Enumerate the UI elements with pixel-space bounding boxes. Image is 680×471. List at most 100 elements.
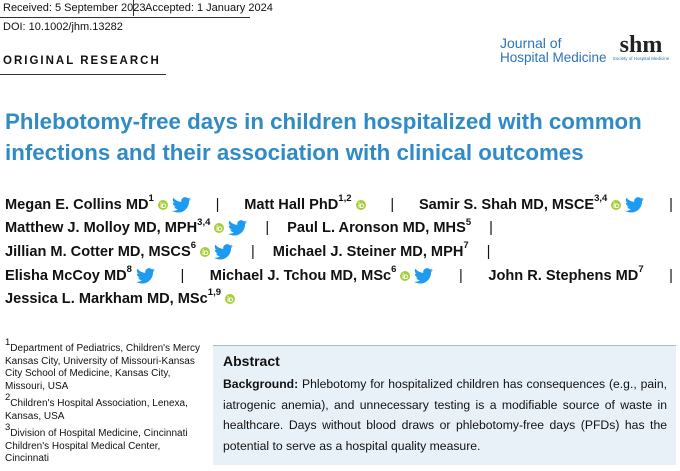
author-name-text: Jillian M. Cotter MD, MSCS [5, 243, 191, 260]
author-name-text: Matt Hall PhD [244, 196, 339, 213]
section-label: ORIGINAL RESEARCH [3, 55, 161, 67]
affiliation-ref: 6 [190, 240, 196, 252]
author-name-text: Samir S. Shah MD, MSCE [418, 196, 595, 213]
orcid-icon[interactable] [355, 199, 366, 210]
orcid-icon[interactable] [214, 223, 225, 234]
author: Michael J. Tchou MD, MSc6 [209, 264, 434, 284]
author: Matthew J. Molloy MD, MPH3,4 [5, 216, 248, 237]
affiliation: 1Department of Pediatrics, Children's Me… [5, 337, 205, 393]
affiliation-ref: 8 [126, 263, 132, 275]
author-line: Megan E. Collins MD1 | Matt Hall PhD1,2 | Sa… [5, 193, 673, 217]
separator: | [486, 243, 491, 260]
author-name-text: Michael J. Steiner MD, MPH [272, 243, 464, 260]
affiliation-ref: 7 [463, 240, 469, 252]
author-name-text: Paul L. Aronson MD, MHS [287, 220, 466, 237]
author-name-text: John R. Stephens MD [488, 267, 639, 284]
doi: DOI: 10.1002/jhm.13282 [3, 21, 123, 33]
separator: | [180, 267, 185, 284]
abstract-heading: Abstract [223, 353, 280, 369]
author: Jessica L. Markham MD, MSc1,9 [5, 288, 235, 308]
journal-logo: Journal of Hospital Medicine [500, 36, 607, 65]
author-name-text: Matthew J. Molloy MD, MPH [5, 220, 198, 237]
orcid-icon[interactable] [157, 199, 168, 210]
author: Paul L. Aronson MD, MHS5 [287, 217, 471, 237]
logo-line: Journal of [500, 35, 562, 51]
affiliation-ref: 1 [148, 192, 154, 204]
twitter-icon[interactable] [135, 267, 155, 284]
separator: | [669, 196, 673, 213]
article-title: Phlebotomy-free days in children hospita… [5, 109, 642, 165]
separator: | [489, 220, 493, 237]
affiliations: 1Department of Pediatrics, Children's Me… [5, 337, 205, 471]
affiliation-text: Department of Pediatrics, Children's Mer… [5, 343, 201, 392]
author-name: Matt Hall PhD1,2 [244, 194, 351, 213]
author: Megan E. Collins MD1 [5, 194, 191, 213]
separator: | [215, 196, 220, 213]
author-name: Paul L. Aronson MD, MHS5 [287, 217, 471, 237]
author-name: Elisha McCoy MD8 [5, 264, 132, 284]
separator: | [459, 267, 463, 284]
society-logo: shm Society of Hospital Medicine [610, 32, 672, 61]
affiliation: 2Children's Hospital Association, Lenexa… [5, 392, 205, 423]
rule [0, 74, 166, 75]
author-line: Matthew J. Molloy MD, MPH3,4 | Paul L. Aro… [5, 217, 673, 241]
society-name: Society of Hospital Medicine [612, 56, 670, 61]
author-name: Samir S. Shah MD, MSCE3,4 [418, 194, 607, 213]
author-name: Michael J. Steiner MD, MPH7 [272, 241, 469, 260]
affiliation-ref: 6 [391, 263, 397, 275]
author: Michael J. Steiner MD, MPH7 [272, 241, 469, 260]
twitter-icon[interactable] [171, 196, 191, 213]
separator: | [250, 243, 255, 260]
affiliation-number: 2 [5, 391, 11, 403]
author-name: Matthew J. Molloy MD, MPH3,4 [5, 216, 211, 237]
orcid-icon[interactable] [400, 270, 411, 281]
affiliation-number: 1 [5, 336, 11, 348]
orcid-icon[interactable] [611, 199, 622, 210]
twitter-icon[interactable] [213, 244, 233, 260]
separator: | [390, 196, 395, 213]
twitter-icon[interactable] [228, 220, 248, 236]
abstract-box: Abstract Background: Phlebotomy for hosp… [213, 345, 676, 465]
author-name: Megan E. Collins MD1 [5, 194, 154, 213]
affiliation-text: Children's Hospital Association, Lenexa,… [5, 398, 188, 422]
author-name-text: Megan E. Collins MD [5, 196, 149, 213]
affiliation-text: Division of Hospital Medicine, Cincinnat… [5, 428, 188, 464]
affiliation-ref: 3,4 [594, 192, 608, 204]
abstract-label: Background: [223, 377, 299, 391]
twitter-icon[interactable] [414, 267, 434, 284]
author: Elisha McCoy MD8 [5, 264, 155, 284]
author-name: Michael J. Tchou MD, MSc6 [209, 264, 397, 284]
author-name: Jillian M. Cotter MD, MSCS6 [5, 241, 196, 260]
affiliation-ref: 1,9 [207, 287, 221, 299]
author: Jillian M. Cotter MD, MSCS6 [5, 241, 233, 260]
affiliation-number: 3 [5, 421, 11, 433]
affiliation-ref: 3,4 [197, 216, 211, 228]
orcid-icon[interactable] [199, 246, 210, 257]
author-name: Jessica L. Markham MD, MSc1,9 [5, 288, 221, 308]
society-mark: shm [619, 32, 663, 58]
affiliation: 3Division of Hospital Medicine, Cincinna… [5, 422, 205, 466]
accepted: Accepted: 1 January 2024 [145, 2, 273, 14]
author-name-text: Elisha McCoy MD [5, 267, 127, 284]
affiliation-ref: 7 [638, 263, 644, 275]
author-name: John R. Stephens MD7 [488, 264, 643, 284]
author: Samir S. Shah MD, MSCE3,4 [418, 194, 645, 213]
affiliation-ref: 1,2 [338, 192, 352, 204]
twitter-icon[interactable] [625, 196, 645, 213]
author-list: Megan E. Collins MD1 | Matt Hall PhD1,2 | Sa… [5, 193, 673, 311]
separator: | [669, 267, 673, 284]
divider [133, 0, 134, 16]
author: Matt Hall PhD1,2 [244, 194, 366, 213]
author-line: Elisha McCoy MD8 | Michael J. Tchou MD, MS… [5, 264, 673, 288]
author-name-text: Jessica L. Markham MD, MSc [5, 291, 208, 308]
logo-line: Hospital Medicine [500, 50, 607, 65]
orcid-icon[interactable] [225, 294, 235, 305]
author: John R. Stephens MD7 [488, 264, 643, 284]
rule [0, 17, 250, 18]
abstract-paragraph: Background: Phlebotomy for hospitalized … [223, 374, 667, 456]
separator: | [265, 220, 270, 237]
author-name-text: Michael J. Tchou MD, MSc [209, 267, 392, 284]
author-line: Jessica L. Markham MD, MSc1,9 [5, 287, 673, 311]
abstract-text: Phlebotomy for hospitalized children has… [223, 377, 667, 453]
